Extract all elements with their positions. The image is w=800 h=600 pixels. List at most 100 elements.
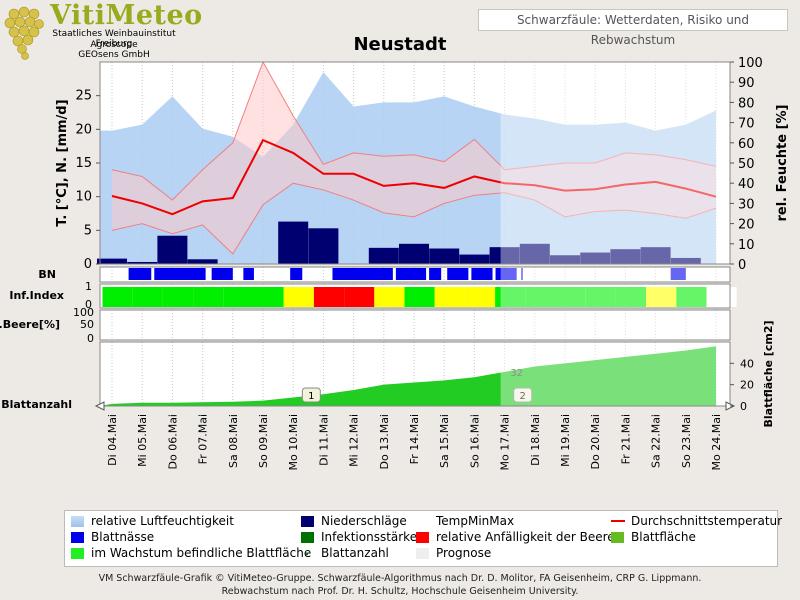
x-tick-label: Mi 19.Mai <box>559 414 572 467</box>
infection-index-block <box>223 287 254 307</box>
y-axis-label: T. [°C], N. [mm/d] <box>55 99 70 226</box>
leaf-count-axis-label: Blattanzahl <box>1 398 72 411</box>
x-tick-label: Di 18.Mai <box>529 414 542 466</box>
precip-bar <box>127 261 158 264</box>
leaf-wetness-segment <box>521 268 523 280</box>
logo-line: Staatliches Weinbauinstitut Freiburg <box>52 29 176 49</box>
x-tick-label: So 23.Mai <box>680 414 693 468</box>
y2-tick-label: 80 <box>738 96 755 111</box>
x-tick-label: Di 11.Mai <box>317 414 330 466</box>
leaf-wetness-segment <box>495 268 517 280</box>
y2-tick-label: 40 <box>738 177 755 192</box>
y2-tick-label: 50 <box>738 157 755 172</box>
berry-tick-label: 100 <box>73 306 94 319</box>
y2-tick-label: 20 <box>738 218 755 233</box>
x-tick-label: Fr 21.Mai <box>619 414 632 464</box>
legend-swatch <box>416 532 429 543</box>
infection-tick-label: 0 <box>85 298 92 311</box>
y2-tick-label: 60 <box>738 137 755 152</box>
temp-max-line <box>111 60 717 201</box>
infection-index-block <box>495 287 526 307</box>
temp-min-line <box>111 182 717 255</box>
x-tick-label: Mo 17.Mai <box>499 414 512 471</box>
legend-swatch <box>71 532 84 543</box>
precip-bar <box>580 252 611 264</box>
precip-bar <box>459 254 490 264</box>
legend-swatch <box>611 532 624 543</box>
leaf-wetness-segment <box>395 268 427 280</box>
x-tick-label: Mo 10.Mai <box>287 414 300 471</box>
leaf-wetness-segment <box>670 268 686 280</box>
leaf-count-label: 32 <box>510 368 523 379</box>
app-title-box: Schwarzfäule: Wetterdaten, Risiko und Re… <box>478 9 788 47</box>
legend-swatch <box>71 516 84 527</box>
precip-bar <box>187 259 218 264</box>
forecast-overlay <box>500 267 730 282</box>
infection-index-block <box>283 287 314 307</box>
x-tick-label: Mo 24.Mai <box>710 414 723 471</box>
logo-line: Agroscope <box>90 40 138 50</box>
y-tick-label: 15 <box>75 156 92 171</box>
y-tick-label: 10 <box>75 190 92 205</box>
infection-index-block <box>162 287 194 307</box>
x-tick-label: Sa 22.Mai <box>650 414 663 468</box>
leaf-wetness-segment <box>429 268 442 280</box>
growth-tick-label: 20 <box>740 379 754 392</box>
infection-index-block <box>404 287 435 307</box>
growth-stage-marker <box>513 387 533 403</box>
panel-border <box>99 309 731 341</box>
panel-border <box>99 266 731 283</box>
x-tick-label: So 16.Mai <box>468 414 481 468</box>
x-tick-label: Fr 14.Mai <box>408 414 421 464</box>
legend-swatch <box>306 553 308 555</box>
x-tick-label: Sa 15.Mai <box>438 414 451 468</box>
infection-index-block <box>706 287 737 307</box>
footer-credits: VM Schwarzfäule-Grafik © VitiMeteo-Grupp… <box>98 573 702 584</box>
wetness-label: BN <box>38 268 56 281</box>
infection-index-block <box>525 287 556 307</box>
x-tick-label: Sa 08.Mai <box>227 414 240 468</box>
precip-bar <box>489 247 520 264</box>
grape-logo-icon <box>4 6 44 60</box>
x-tick-label: Do 13.Mai <box>378 414 391 469</box>
growth-stage-marker <box>301 387 321 403</box>
infection-index-block <box>344 287 375 307</box>
leaf-area-growth <box>100 346 716 406</box>
infection-index-block <box>555 287 586 307</box>
forecast-overlay <box>500 62 730 264</box>
precip-bar <box>670 257 701 264</box>
precip-bar <box>640 247 671 264</box>
legend-swatch <box>301 532 314 543</box>
panel-border <box>99 341 731 407</box>
legend-swatch <box>416 548 429 559</box>
legend-swatch <box>71 548 84 559</box>
y-tick-label: 0 <box>84 257 92 272</box>
x-tick-label: So 09.Mai <box>257 414 270 468</box>
y2-tick-label: 10 <box>738 238 755 253</box>
legend-swatch <box>611 520 625 522</box>
y-tick-label: 20 <box>75 122 92 137</box>
precip-bar <box>278 221 309 264</box>
forecast-overlay <box>500 342 730 406</box>
infection-index-block <box>585 287 616 307</box>
y2-tick-label: 70 <box>738 117 755 132</box>
precip-bar <box>550 255 580 264</box>
growth-stage-label: 1 <box>308 391 314 402</box>
precip-bar <box>399 243 429 264</box>
y-tick-label: 25 <box>75 89 92 104</box>
infection-tick-label: 1 <box>85 280 92 293</box>
legend-swatch <box>301 516 314 527</box>
precip-bar <box>308 228 339 264</box>
y2-tick-label: 30 <box>738 197 755 212</box>
berry-label: Inf.Beere[%] <box>0 318 60 331</box>
infection-index-block <box>374 287 405 307</box>
legend: relative Luftfeuchtigkeit Niederschläge … <box>64 510 782 567</box>
x-tick-label: Do 06.Mai <box>166 414 179 469</box>
temp-minmax-band <box>112 62 716 254</box>
temp-mean-line <box>111 138 717 216</box>
berry-tick-label: 50 <box>80 318 94 331</box>
x-tick-label: Mi 05.Mai <box>136 414 149 467</box>
infection-index-block <box>102 287 133 307</box>
growth-tick-label: 40 <box>740 357 754 370</box>
precip-bar <box>429 248 460 264</box>
